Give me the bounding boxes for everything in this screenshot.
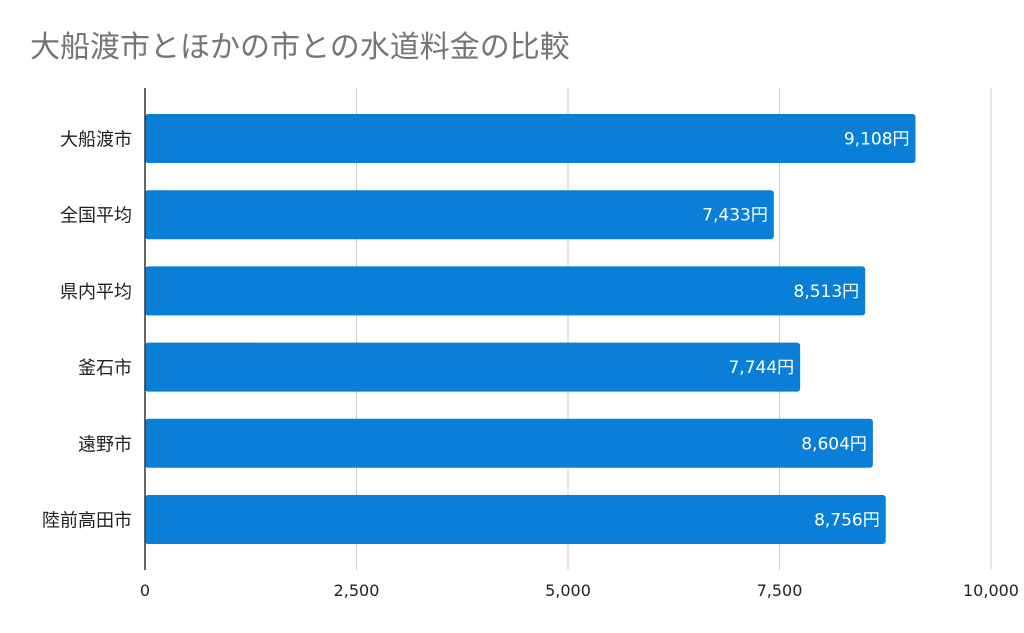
bar <box>145 114 916 163</box>
category-label: 県内平均 <box>60 282 132 303</box>
grid-lines <box>356 88 992 570</box>
bar <box>145 342 801 392</box>
category-label: 大船渡市 <box>60 130 132 151</box>
x-tick-label: 7,500 <box>757 581 803 600</box>
x-tick-label: 5,000 <box>545 581 591 600</box>
bar-labels-group: 9,108円 7,433円 8,513円 7,744円 8,604円 8,756円 <box>702 130 909 531</box>
bar <box>145 495 886 544</box>
data-label: 8,604円 <box>801 434 867 454</box>
category-label: 陸前高田市 <box>42 511 132 532</box>
chart-title: 大船渡市とほかの市との水道料金の比較 <box>30 30 570 65</box>
data-label: 8,756円 <box>814 511 880 531</box>
x-tick-label: 0 <box>140 581 150 600</box>
category-label: 遠野市 <box>78 434 132 455</box>
bars-group <box>145 114 916 544</box>
data-label: 9,108円 <box>844 130 910 150</box>
x-tick-label: 2,500 <box>334 581 380 600</box>
data-label: 7,433円 <box>702 206 768 226</box>
bar <box>145 418 873 468</box>
data-label: 8,513円 <box>794 282 860 302</box>
category-label: 釜石市 <box>78 358 132 379</box>
category-label: 全国平均 <box>60 206 132 227</box>
data-label: 7,744円 <box>728 358 794 378</box>
bar <box>145 190 774 240</box>
bar <box>145 266 866 316</box>
x-tick-label: 10,000 <box>963 581 1019 600</box>
x-tick-labels-group: 0 2,500 5,000 7,500 10,000 <box>140 581 1019 600</box>
